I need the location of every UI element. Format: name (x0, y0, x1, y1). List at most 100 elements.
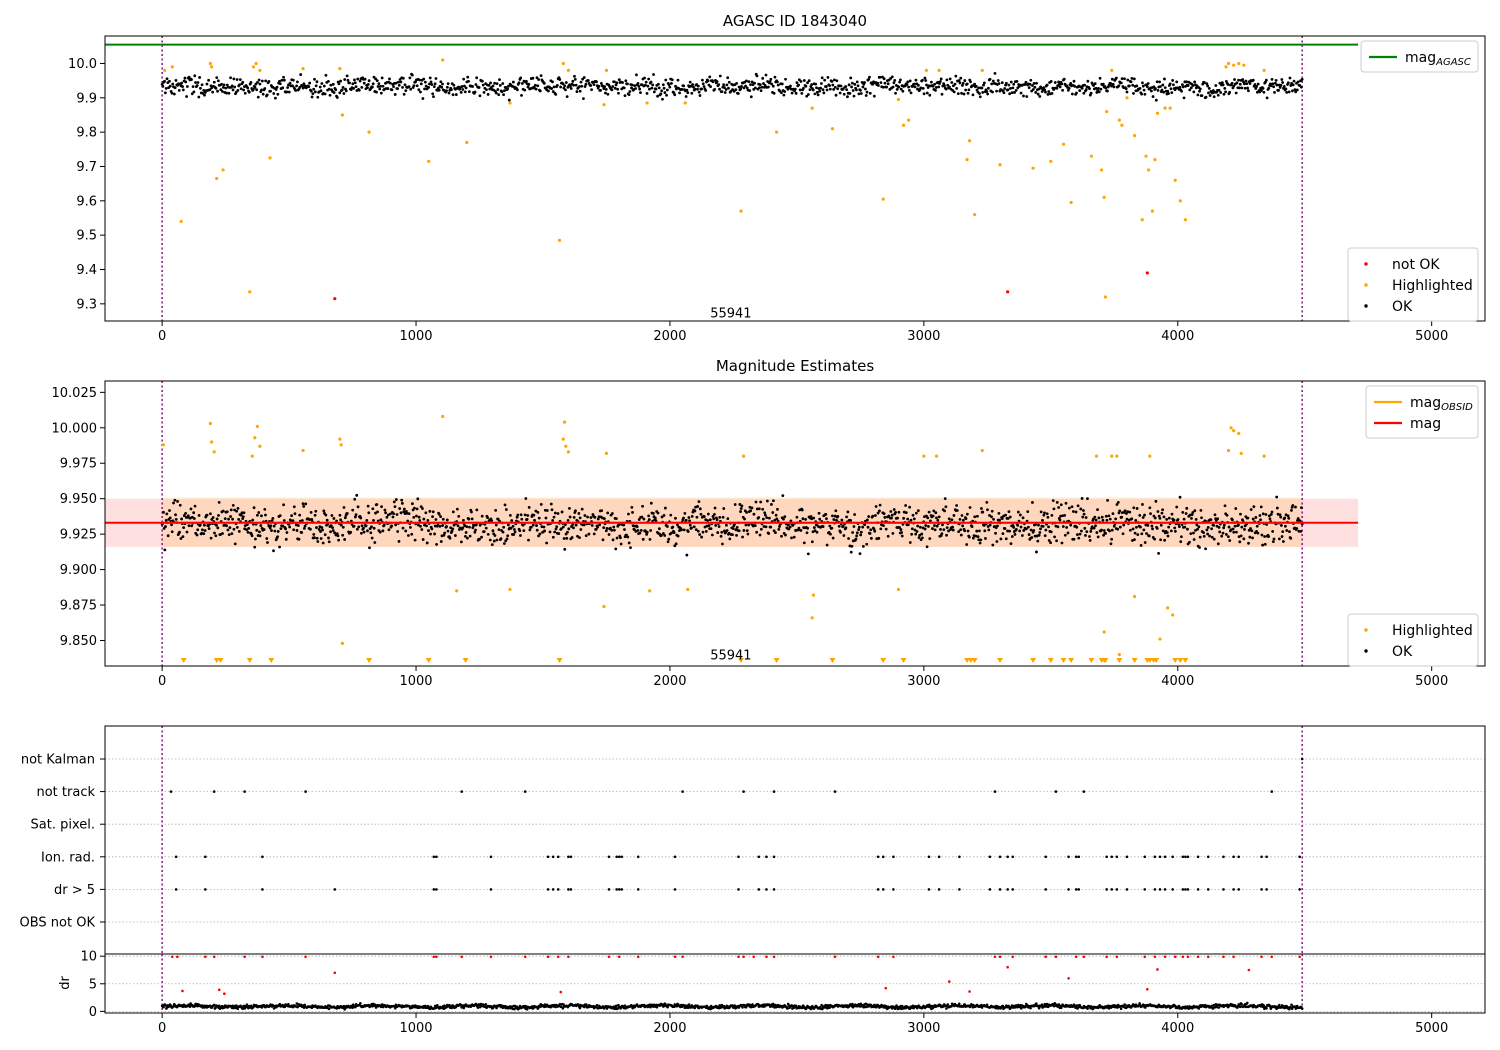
ok-point (239, 87, 243, 91)
ok-point (1246, 86, 1249, 90)
ok-point (314, 509, 318, 513)
ok-point (977, 538, 981, 542)
ok-point (168, 79, 171, 83)
ok-point (850, 81, 854, 85)
highlighted-point (1171, 613, 1175, 617)
ok-point (758, 86, 761, 90)
ok-point (996, 524, 999, 528)
ok-point (1132, 91, 1135, 95)
ok-point (568, 84, 572, 88)
ok-point (231, 517, 234, 521)
ok-point (539, 503, 543, 506)
ok-point (797, 526, 801, 530)
ok-point (1009, 86, 1012, 90)
ok-point (682, 84, 686, 88)
ok-point (768, 80, 772, 83)
ok-point (453, 534, 457, 537)
flag-row-label: dr > 5 (54, 883, 95, 898)
ok-point (976, 514, 979, 518)
ok-point (935, 524, 939, 528)
ok-point (441, 524, 445, 527)
ok-point (211, 516, 215, 519)
ok-point (555, 525, 559, 529)
below-axis-marker (217, 658, 224, 663)
flag-point (1163, 855, 1167, 859)
ok-point (745, 510, 748, 514)
highlighted-point (980, 448, 984, 453)
ok-point (980, 86, 984, 90)
ok-point (584, 534, 588, 538)
ok-point (1145, 532, 1148, 535)
ok-point (1080, 497, 1084, 500)
ok-point (1193, 509, 1197, 513)
ok-point (654, 519, 658, 523)
ok-point (657, 82, 660, 86)
ok-point (506, 87, 510, 91)
ok-point (291, 84, 294, 88)
ok-point (727, 86, 730, 90)
flag-point (1260, 888, 1263, 891)
ok-point (736, 92, 740, 95)
ok-point (520, 517, 524, 521)
ok-point (1269, 513, 1273, 516)
ok-point (967, 535, 971, 539)
ok-point (1185, 80, 1188, 84)
ok-point (364, 524, 368, 528)
ok-point (627, 541, 631, 545)
ok-point (353, 81, 357, 85)
ok-point (879, 81, 883, 85)
ok-point (856, 84, 860, 88)
flag-point (1270, 790, 1274, 793)
ok-point (1250, 529, 1254, 533)
ok-point (636, 529, 640, 532)
ok-point (959, 76, 963, 80)
ok-point (852, 94, 856, 98)
ok-point (1095, 531, 1099, 534)
ok-point (523, 513, 527, 517)
highlighted-point (1155, 111, 1160, 115)
ok-point (294, 89, 298, 92)
ok-point (1061, 525, 1065, 528)
flag-point (1153, 888, 1157, 891)
ok-point (865, 518, 869, 522)
highlighted-point (161, 443, 165, 447)
ok-point (1153, 516, 1157, 520)
ok-point (371, 507, 375, 511)
ok-point (367, 511, 371, 515)
ok-point (897, 510, 901, 514)
highlighted-point (367, 130, 371, 134)
ok-point (639, 91, 642, 95)
flag-point (1006, 855, 1009, 859)
ok-point (225, 91, 228, 95)
ok-point (312, 533, 316, 536)
flag-point (607, 888, 611, 891)
ok-point (1089, 91, 1093, 95)
ok-point (822, 91, 826, 95)
ok-point (171, 82, 175, 86)
ok-point (823, 78, 827, 82)
ok-point (237, 529, 241, 533)
ok-point (950, 81, 954, 84)
flag-point (1110, 855, 1114, 859)
dr-point (249, 1004, 253, 1008)
ok-point (1222, 92, 1226, 96)
ok-point (1284, 87, 1288, 91)
ok-point (847, 83, 851, 87)
highlighted-point (508, 587, 512, 592)
ok-point (1018, 513, 1022, 517)
ok-point (664, 78, 668, 82)
ok-point (1161, 83, 1165, 87)
dr-point (241, 1007, 244, 1011)
ok-point (462, 518, 465, 522)
ok-point (742, 86, 746, 90)
dr-point (296, 1005, 299, 1009)
ok-point (641, 504, 644, 508)
ok-point (1003, 527, 1007, 530)
ok-point (955, 509, 959, 512)
ok-point (1037, 523, 1040, 527)
ok-point (1279, 524, 1283, 527)
ok-point (1118, 509, 1122, 513)
ok-point (236, 88, 240, 92)
ok-point (939, 527, 942, 531)
